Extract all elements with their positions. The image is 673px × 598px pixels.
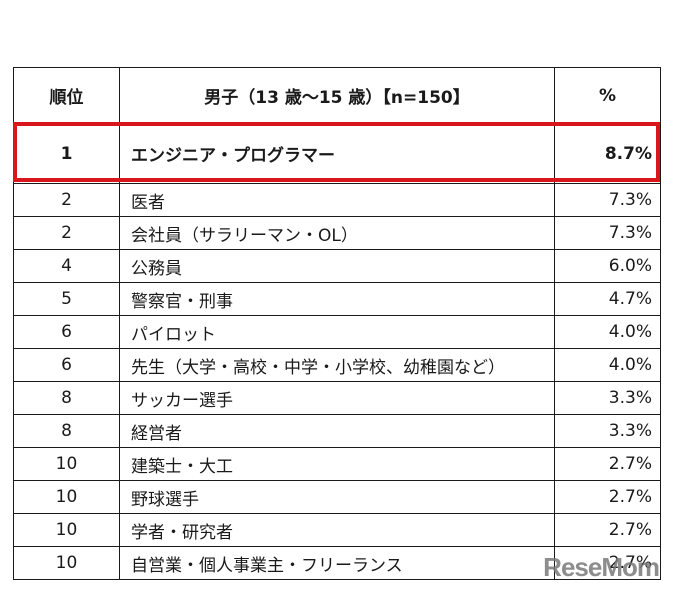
table-row: 2 医者 7.3%	[13, 183, 661, 217]
percent-cell: 4.0%	[554, 315, 661, 349]
table-row: 10 学者・研究者 2.7%	[13, 513, 661, 547]
table-row: 6 パイロット 4.0%	[13, 315, 661, 349]
rank-cell: 4	[13, 249, 120, 283]
table-row: 4 公務員 6.0%	[13, 249, 661, 283]
rank-cell: 2	[13, 216, 120, 250]
job-cell: 学者・研究者	[119, 513, 555, 547]
ranking-table-container: 順位 男子（13 歳～15 歳）【n=150】 % 1 エンジニア・プログラマー…	[13, 67, 661, 580]
job-cell: 医者	[119, 183, 555, 217]
header-row: 順位 男子（13 歳～15 歳）【n=150】 %	[13, 67, 661, 124]
percent-cell: 4.7%	[554, 282, 661, 316]
header-rank: 順位	[13, 67, 120, 124]
table-row: 10 野球選手 2.7%	[13, 480, 661, 514]
table-row: 8 サッカー選手 3.3%	[13, 381, 661, 415]
rank-cell: 6	[13, 348, 120, 382]
percent-cell: 2.7%	[554, 546, 661, 580]
rank-cell: 10	[13, 447, 120, 481]
percent-cell: 2.7%	[554, 447, 661, 481]
percent-cell: 8.7%	[554, 123, 661, 184]
percent-cell: 3.3%	[554, 381, 661, 415]
job-cell: 経営者	[119, 414, 555, 448]
job-cell: 会社員（サラリーマン・OL）	[119, 216, 555, 250]
rank-cell: 10	[13, 513, 120, 547]
table-row: 5 警察官・刑事 4.7%	[13, 282, 661, 316]
percent-cell: 2.7%	[554, 480, 661, 514]
job-cell: エンジニア・プログラマー	[119, 123, 555, 184]
ranking-table: 順位 男子（13 歳～15 歳）【n=150】 % 1 エンジニア・プログラマー…	[13, 67, 661, 580]
header-job: 男子（13 歳～15 歳）【n=150】	[119, 67, 555, 124]
rank-cell: 8	[13, 381, 120, 415]
table-row-top: 1 エンジニア・プログラマー 8.7%	[13, 123, 661, 184]
rank-cell: 8	[13, 414, 120, 448]
percent-cell: 6.0%	[554, 249, 661, 283]
percent-cell: 3.3%	[554, 414, 661, 448]
table-row: 2 会社員（サラリーマン・OL） 7.3%	[13, 216, 661, 250]
job-cell: パイロット	[119, 315, 555, 349]
rank-cell: 2	[13, 183, 120, 217]
job-cell: 建築士・大工	[119, 447, 555, 481]
percent-cell: 7.3%	[554, 216, 661, 250]
job-cell: 公務員	[119, 249, 555, 283]
percent-cell: 2.7%	[554, 513, 661, 547]
header-percent: %	[554, 67, 661, 124]
table-row: 8 経営者 3.3%	[13, 414, 661, 448]
rank-cell: 10	[13, 546, 120, 580]
job-cell: 自営業・個人事業主・フリーランス	[119, 546, 555, 580]
rank-cell: 6	[13, 315, 120, 349]
table-row: 6 先生（大学・高校・中学・小学校、幼稚園など） 4.0%	[13, 348, 661, 382]
rank-cell: 1	[13, 123, 120, 184]
rank-cell: 10	[13, 480, 120, 514]
resemom-watermark-logo: ReseMom	[543, 552, 660, 582]
job-cell: 野球選手	[119, 480, 555, 514]
table-row: 10 建築士・大工 2.7%	[13, 447, 661, 481]
job-cell: 先生（大学・高校・中学・小学校、幼稚園など）	[119, 348, 555, 382]
job-cell: サッカー選手	[119, 381, 555, 415]
job-cell: 警察官・刑事	[119, 282, 555, 316]
percent-cell: 7.3%	[554, 183, 661, 217]
table-row: 10 自営業・個人事業主・フリーランス 2.7%	[13, 546, 661, 580]
percent-cell: 4.0%	[554, 348, 661, 382]
rank-cell: 5	[13, 282, 120, 316]
